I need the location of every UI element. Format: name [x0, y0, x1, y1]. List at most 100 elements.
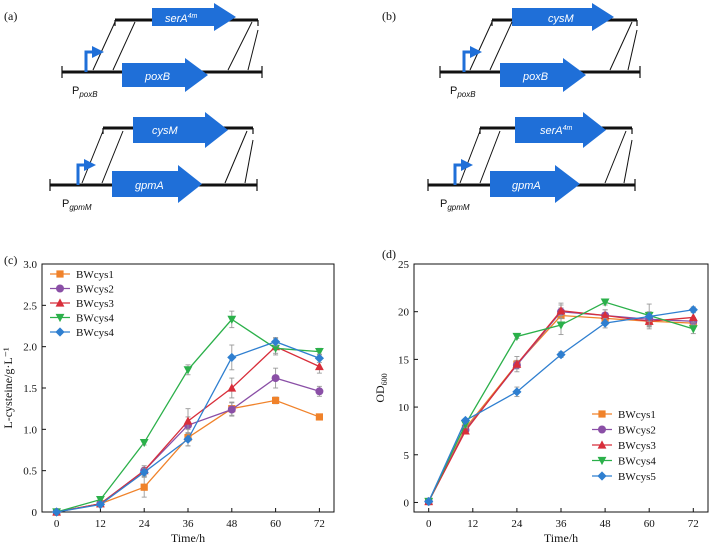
chart-d: 0 5 10 15 20 25 0 12 24 36 48 60 72 Time/h OD600 BWcys1… [373, 259, 709, 543]
series-BWcys1 [425, 307, 697, 506]
crossover-line [469, 21, 493, 71]
legend-label: BWcys1 [618, 409, 656, 421]
x-tick-label: 36 [183, 518, 195, 530]
legend-marker [597, 440, 607, 449]
y-tick-label: 0 [32, 507, 38, 519]
data-point [461, 426, 470, 435]
x-tick-label: 24 [139, 518, 151, 530]
crossover-line [101, 130, 124, 184]
data-point [556, 321, 566, 330]
data-point [644, 311, 654, 322]
x-tick-label: 24 [511, 518, 523, 530]
target-gene-label: gpmA [135, 180, 164, 192]
data-point [271, 374, 280, 383]
target-gene-label: poxB [144, 71, 170, 83]
data-point [227, 352, 237, 363]
target-gene-arrow [500, 58, 586, 92]
crossover-line [112, 21, 136, 71]
data-point [556, 306, 566, 315]
y-tick-label: 1.0 [23, 424, 37, 436]
series-BWcys2 [424, 304, 698, 506]
legend-marker [55, 313, 65, 323]
legend-label: BWcys1 [76, 269, 114, 281]
promoter-label: PgpmM [62, 198, 92, 212]
promoter-icon [462, 46, 482, 72]
legend-label: BWcys2 [76, 284, 114, 296]
promoter-label: PgpmM [440, 198, 470, 212]
data-point [227, 383, 237, 392]
data-point [688, 325, 698, 334]
legend-label: BWcys4 [76, 313, 114, 325]
data-point [227, 315, 237, 324]
promoter-icon [453, 159, 473, 185]
data-point [512, 332, 522, 342]
crossover-line [489, 21, 513, 71]
crossover-line [92, 21, 116, 71]
panel-label-a: (a) [4, 9, 17, 23]
y-tick-label: 0.5 [23, 466, 37, 478]
construct-b-top: cysM poxB PpoxB [439, 3, 641, 99]
data-point [140, 483, 148, 491]
crossover-line [244, 139, 254, 184]
promoter-label: PpoxB [72, 85, 98, 99]
legend-label: BWcys3 [76, 298, 114, 310]
x-tick-label: 12 [467, 518, 478, 530]
legend-label: BWcys5 [618, 471, 656, 483]
x-tick-label: 12 [95, 518, 106, 530]
y-axis-label: OD600 [373, 373, 389, 402]
insert-gene-label: cysM [548, 13, 575, 25]
promoter-label: PpoxB [450, 85, 476, 99]
y-tick-label: 2.5 [23, 300, 37, 312]
legend-marker [56, 284, 64, 293]
insert-gene-label: serA4m [165, 13, 198, 25]
legend-marker [598, 425, 606, 434]
crossover-line [247, 29, 259, 71]
data-point [139, 467, 149, 477]
construct-a-top: serA4m poxB PpoxB [61, 3, 263, 99]
data-point [272, 396, 280, 404]
crossover-line [224, 130, 248, 184]
x-tick-label: 36 [556, 518, 568, 530]
data-point [315, 387, 324, 396]
insert-gene-arrow [512, 3, 614, 31]
data-point [314, 353, 324, 363]
legend-label: BWcys2 [618, 425, 656, 437]
crossover-line [81, 130, 104, 184]
data-point [512, 359, 522, 368]
data-point [600, 298, 610, 307]
x-tick-label: 48 [226, 518, 238, 530]
data-point [688, 305, 698, 315]
target-gene-arrow [490, 165, 580, 203]
data-point [139, 438, 149, 448]
chart-c: 0 0.5 1.0 1.5 2.0 2.5 3.0 0 12 24 36 48 60 72 Time/h L-… [1, 259, 335, 543]
legend-marker [56, 270, 64, 278]
legend-marker [598, 410, 606, 418]
data-point [315, 348, 324, 357]
target-gene-arrow [112, 165, 202, 203]
data-point [600, 310, 610, 320]
data-point [183, 366, 193, 375]
data-point [52, 507, 62, 517]
insert-gene-label: cysM [152, 125, 179, 137]
crossover-line [627, 29, 638, 71]
panel-label-b: (b) [382, 9, 396, 23]
y-axis-label: L-cysteine/g·L⁻¹ [1, 347, 15, 429]
target-gene-label: poxB [522, 71, 548, 83]
insert-gene-arrow [152, 3, 236, 31]
data-point [600, 318, 610, 328]
data-point [424, 496, 434, 507]
crossover-line [227, 21, 253, 71]
legend-marker [597, 471, 607, 481]
y-tick-label: 2.0 [23, 342, 37, 354]
y-tick-label: 25 [398, 259, 410, 271]
series-BWcys4 [424, 298, 698, 507]
x-tick-label: 60 [644, 518, 656, 530]
legend-label: BWcys4 [618, 456, 656, 468]
data-point [460, 415, 471, 426]
data-point [271, 337, 281, 347]
y-tick-label: 20 [398, 307, 410, 319]
data-point [227, 405, 236, 414]
construct-b-bottom: serA4m gpmA PgpmM [427, 112, 636, 212]
insert-gene-label: serA4m [540, 125, 573, 137]
target-gene-label: gpmA [512, 180, 541, 192]
